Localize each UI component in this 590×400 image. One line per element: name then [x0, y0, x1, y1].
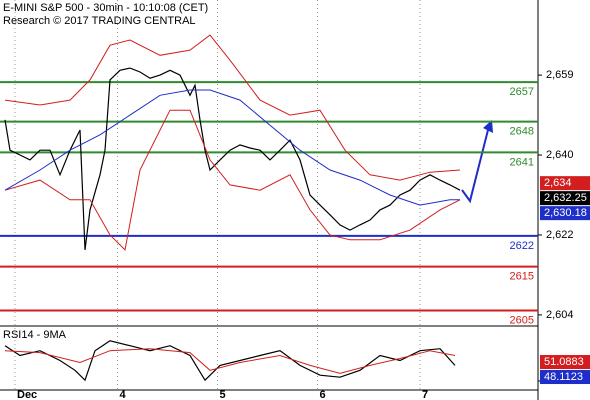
chart-subtitle: Research © 2017 TRADING CENTRAL	[3, 15, 196, 27]
y-tick-label: 2,622	[546, 229, 574, 241]
y-tick-label: 2,604	[546, 309, 574, 321]
price-tag-label: 2,634	[544, 177, 572, 189]
price-tag	[540, 206, 590, 221]
price-tag	[540, 191, 590, 206]
y-tick-label: 2,659	[546, 69, 574, 81]
forecast-arrowhead	[483, 120, 493, 133]
level-label: 2657	[510, 86, 534, 98]
level-label: 2641	[510, 156, 534, 168]
series-line	[4, 348, 456, 374]
series-line	[4, 34, 461, 181]
chart-title: E-MINI S&P 500 - 30min - 10:10:08 (CET)	[3, 2, 208, 14]
y-tick-label: 2,640	[546, 149, 574, 161]
price-tag	[540, 355, 590, 370]
price-tag	[540, 370, 590, 385]
price-tag	[540, 176, 590, 191]
x-tick-label: 7	[422, 389, 428, 400]
price-tag-label: 2,632.25	[544, 192, 587, 204]
price-tag-label: 48.1123	[544, 371, 583, 383]
series-line	[4, 89, 460, 206]
level-label: 2648	[510, 126, 534, 138]
level-label: 2615	[510, 270, 534, 282]
series-line	[4, 340, 456, 382]
x-tick-label: 5	[220, 389, 226, 400]
level-label: 2622	[510, 240, 534, 252]
x-tick-label: Dec	[17, 389, 37, 400]
forecast-arrow	[461, 125, 490, 204]
series-line	[4, 67, 461, 250]
x-tick-label: 6	[320, 389, 326, 400]
price-tag-label: 51.0883	[544, 356, 584, 368]
chart-title: RSI14 - 9MA	[3, 329, 67, 341]
x-tick-label: 4	[120, 389, 127, 400]
price-tag-label: 2,630.18	[544, 207, 587, 219]
series-line	[4, 109, 461, 251]
level-label: 2605	[510, 314, 534, 326]
